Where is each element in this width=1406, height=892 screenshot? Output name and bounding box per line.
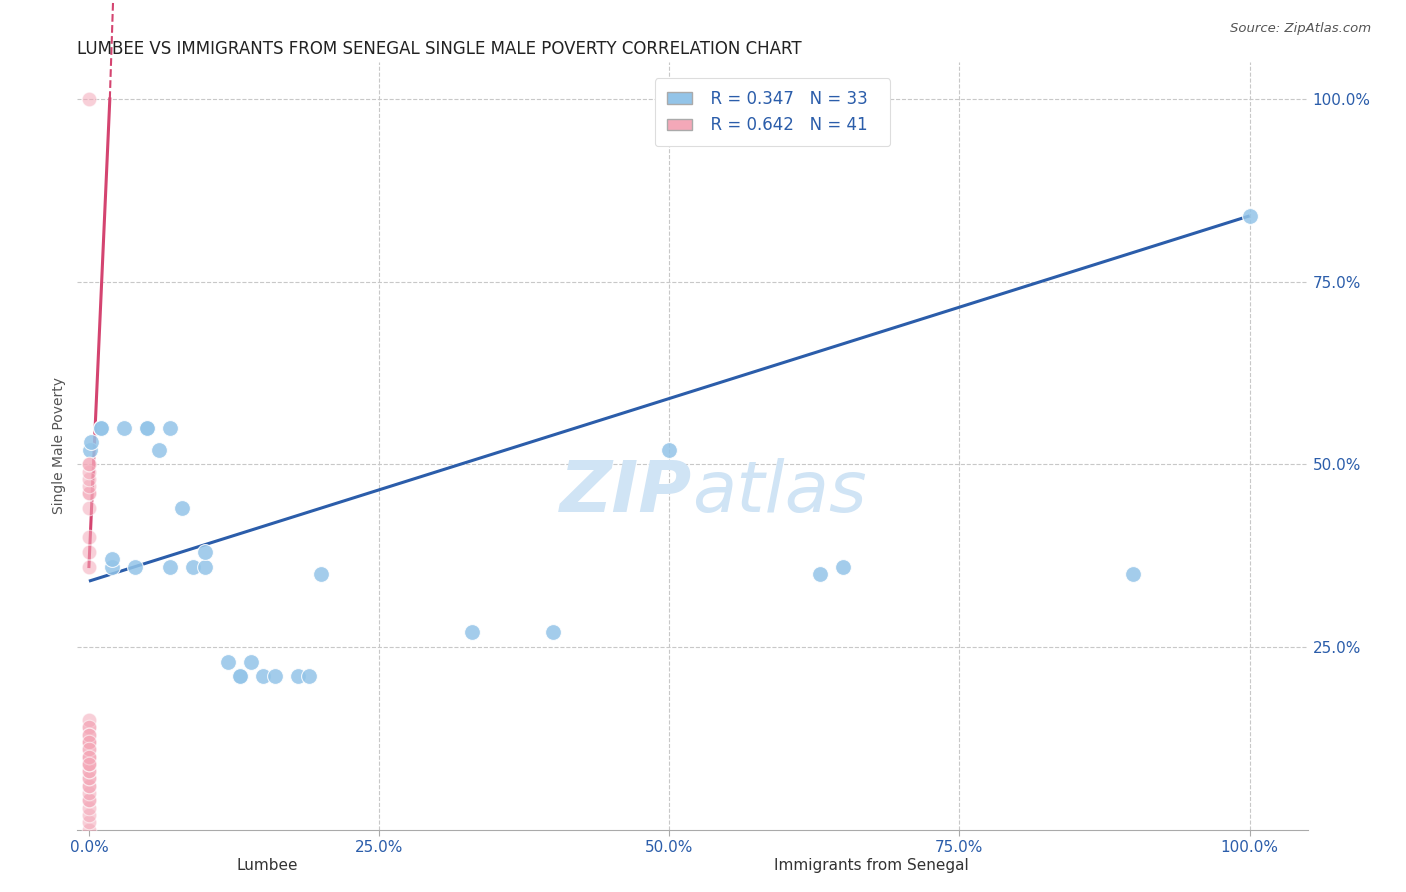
Y-axis label: Single Male Poverty: Single Male Poverty [52,377,66,515]
Point [170,501,193,516]
Point [77,749,100,764]
Point [461,625,484,640]
Point [77,728,100,742]
Point [77,486,100,500]
Point [1122,566,1144,581]
Point [832,559,855,574]
Point [77,793,100,807]
Point [77,808,100,822]
Point [194,559,217,574]
Point [77,735,100,749]
Point [77,772,100,786]
Point [77,545,100,559]
Point [77,764,100,778]
Point [77,92,100,106]
Text: ZIP: ZIP [560,458,693,526]
Point [77,720,100,734]
Point [77,756,100,771]
Point [79,442,101,457]
Point [136,421,159,435]
Point [77,772,100,786]
Point [77,779,100,793]
Point [77,530,100,544]
Legend:   R = 0.347   N = 33  ,   R = 0.642   N = 41  : R = 0.347 N = 33 , R = 0.642 N = 41 [655,78,890,146]
Point [77,479,100,493]
Text: LUMBEE VS IMMIGRANTS FROM SENEGAL SINGLE MALE POVERTY CORRELATION CHART: LUMBEE VS IMMIGRANTS FROM SENEGAL SINGLE… [77,40,801,58]
Point [77,735,100,749]
Point [252,669,274,683]
Point [263,669,285,683]
Point [77,822,100,837]
Point [77,457,100,471]
Point [287,669,309,683]
Point [136,421,159,435]
Point [541,625,564,640]
Point [77,457,100,471]
Point [298,669,321,683]
Point [77,742,100,756]
Point [229,669,252,683]
Point [124,559,146,574]
Point [183,559,205,574]
Point [77,815,100,830]
Point [80,435,103,450]
Text: Immigrants from Senegal: Immigrants from Senegal [775,858,969,872]
Point [159,421,181,435]
Point [101,552,124,566]
Point [77,501,100,516]
Point [77,779,100,793]
Point [77,465,100,479]
Point [1239,209,1261,223]
Point [240,655,263,669]
Point [77,472,100,486]
Point [148,442,170,457]
Point [77,764,100,778]
Point [808,566,831,581]
Point [90,421,112,435]
Point [101,559,124,574]
Point [77,742,100,756]
Point [77,720,100,734]
Point [77,756,100,771]
Point [77,486,100,500]
Point [77,756,100,771]
Point [194,545,217,559]
Point [77,800,100,814]
Point [77,713,100,727]
Point [217,655,239,669]
Point [159,559,181,574]
Point [90,421,112,435]
Point [77,786,100,800]
Point [77,559,100,574]
Point [658,442,681,457]
Point [77,749,100,764]
Point [112,421,135,435]
Text: atlas: atlas [693,458,868,526]
Point [77,749,100,764]
Text: Lumbee: Lumbee [236,858,298,872]
Text: Source: ZipAtlas.com: Source: ZipAtlas.com [1230,22,1371,36]
Point [309,566,332,581]
Point [77,735,100,749]
Point [77,728,100,742]
Point [229,669,252,683]
Point [77,793,100,807]
